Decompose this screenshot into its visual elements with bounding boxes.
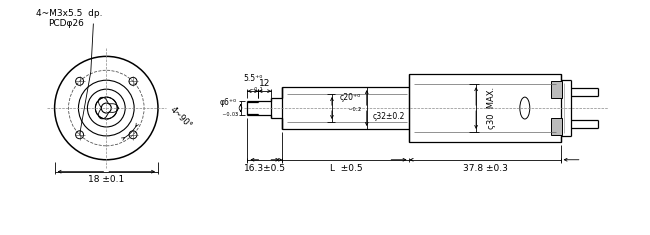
Text: PCDφ26: PCDφ26: [49, 19, 84, 28]
Bar: [551, 118, 562, 135]
Text: ς30  MAX.: ς30 MAX.: [486, 87, 495, 129]
Text: φ6⁺⁰
 ₋₀.₀₃: φ6⁺⁰ ₋₀.₀₃: [220, 98, 238, 118]
Bar: [410, 74, 560, 142]
Text: ς32±0.2: ς32±0.2: [372, 112, 405, 121]
Text: ς20⁺⁰
    ₋₀.₂: ς20⁺⁰ ₋₀.₂: [339, 93, 361, 113]
Text: 18 ±0.1: 18 ±0.1: [88, 175, 124, 184]
Text: 4~90°: 4~90°: [168, 105, 193, 131]
Text: 37.8 ±0.3: 37.8 ±0.3: [463, 164, 508, 173]
Text: 5.5⁺⁰
   ₋₀.₁: 5.5⁺⁰ ₋₀.₁: [243, 74, 263, 93]
Text: 16.3±0.5: 16.3±0.5: [244, 164, 286, 173]
Text: 4~M3x5.5  dp.: 4~M3x5.5 dp.: [36, 9, 103, 18]
Text: 12: 12: [259, 79, 270, 88]
Text: L  ±0.5: L ±0.5: [330, 164, 362, 173]
Bar: [551, 81, 562, 98]
